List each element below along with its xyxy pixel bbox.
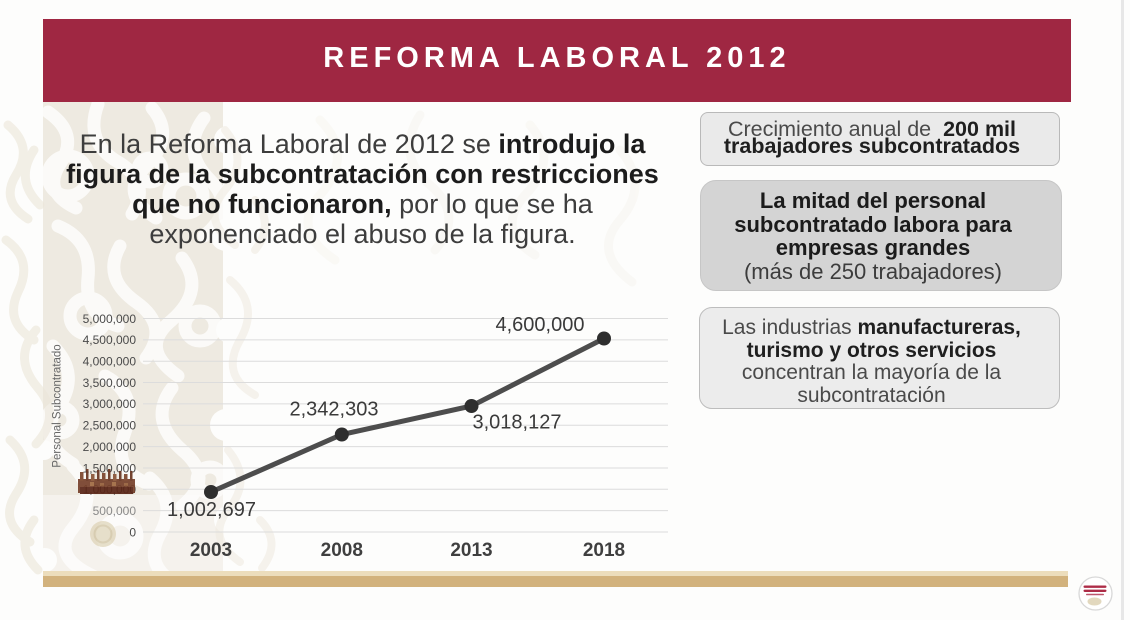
svg-text:3,018,127: 3,018,127 [473,412,562,434]
svg-text:2018: 2018 [583,540,625,561]
svg-text:1,500,000: 1,500,000 [83,461,137,475]
svg-text:2,500,000: 2,500,000 [83,419,137,433]
svg-text:1,002,697: 1,002,697 [167,499,256,521]
svg-text:3,500,000: 3,500,000 [83,376,137,390]
svg-text:0: 0 [129,525,136,539]
svg-text:2008: 2008 [321,540,363,561]
svg-text:2,000,000: 2,000,000 [83,440,137,454]
svg-text:5,000,000: 5,000,000 [83,312,137,326]
svg-text:500,000: 500,000 [93,504,137,518]
svg-text:Personal Subcontratado: Personal Subcontratado [52,344,64,467]
svg-text:3,000,000: 3,000,000 [83,397,137,411]
svg-text:4,600,000: 4,600,000 [496,314,585,336]
svg-text:2013: 2013 [450,540,492,561]
svg-text:4,000,000: 4,000,000 [83,355,137,369]
svg-text:4,500,000: 4,500,000 [83,333,137,347]
svg-text:2003: 2003 [190,540,232,561]
svg-text:2,342,303: 2,342,303 [290,398,379,420]
